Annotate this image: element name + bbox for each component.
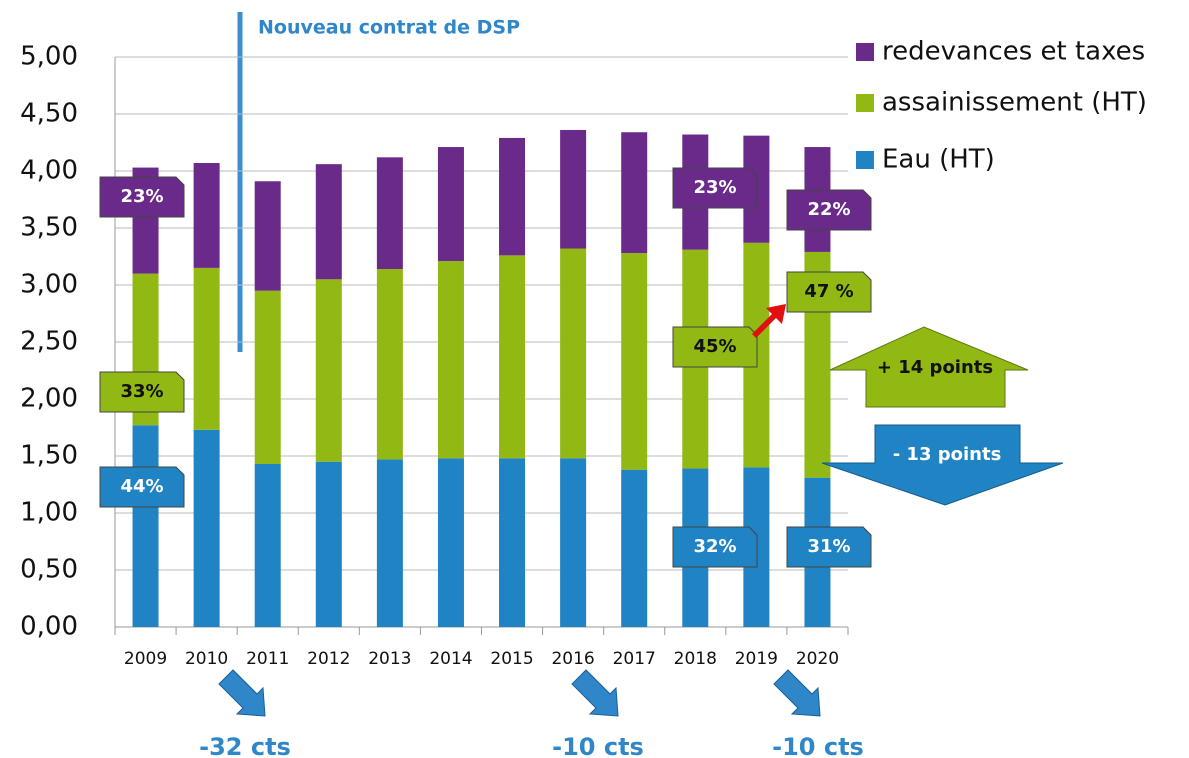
callout-box (99, 466, 185, 508)
callout-label: 45% (693, 336, 736, 357)
x-tick-label: 2013 (368, 649, 411, 669)
bar-segment (193, 163, 220, 268)
red-arrow (752, 304, 786, 338)
y-tick-label: 3,50 (20, 213, 78, 243)
callout-box (672, 167, 758, 209)
bar-segment (437, 458, 464, 627)
callout-label: 32% (693, 536, 736, 557)
callout-box (786, 526, 872, 568)
callout-label: 47 % (804, 281, 853, 302)
up-arrow (829, 326, 1029, 408)
bar-segment (254, 290, 281, 464)
change-label: -10 cts (552, 733, 644, 758)
callout-box (786, 189, 872, 231)
bar-segment (437, 261, 464, 459)
y-tick-label: 2,00 (20, 384, 78, 414)
bar-segment (193, 429, 220, 627)
bar-segment (499, 255, 526, 459)
y-tick-label: 0,50 (20, 555, 78, 585)
bar-segment (254, 463, 281, 627)
change-label: -32 cts (199, 733, 291, 758)
bar-segment (254, 181, 281, 291)
bar-segment (560, 129, 587, 249)
bar-segment (560, 458, 587, 627)
callout-box (786, 271, 872, 313)
callout-label: 22% (807, 199, 850, 220)
change-arrow (571, 669, 619, 717)
y-tick-label: 4,50 (20, 99, 78, 129)
note: Nouveau contrat de DSP (258, 17, 520, 39)
y-tick-label: 2,50 (20, 327, 78, 357)
bar-segment (621, 253, 648, 470)
legend-label: assainissement (HT) (882, 88, 1147, 118)
change-arrow (773, 669, 821, 717)
bar-segment (376, 157, 403, 270)
bar-segment (315, 461, 342, 627)
x-tick-label: 2019 (735, 649, 778, 669)
legend-swatch (856, 151, 874, 169)
callout-label: 23% (120, 186, 163, 207)
callout-box (672, 326, 758, 368)
change-label: -10 cts (772, 733, 864, 758)
bar-segment (315, 164, 342, 280)
x-tick-label: 2009 (124, 649, 167, 669)
bar-segment (193, 267, 220, 430)
y-tick-label: 0,00 (20, 612, 78, 642)
x-tick-label: 2018 (674, 649, 717, 669)
down-arrow (821, 424, 1064, 506)
x-tick-label: 2012 (307, 649, 350, 669)
bar-segment (499, 137, 526, 256)
callout-label: 31% (807, 536, 850, 557)
bar-segment (376, 269, 403, 460)
x-tick-label: 2020 (796, 649, 839, 669)
x-tick-label: 2016 (551, 649, 594, 669)
bar-segment (621, 469, 648, 627)
callout-label: 33% (120, 381, 163, 402)
y-tick-label: 3,00 (20, 270, 78, 300)
arrow-label: - 13 points (893, 444, 1002, 465)
callout-box (672, 526, 758, 568)
legend-label: Eau (HT) (882, 145, 995, 175)
callout-label: 44% (120, 476, 163, 497)
y-tick-label: 1,00 (20, 498, 78, 528)
legend-label: redevances et taxes (882, 37, 1145, 67)
callout-box (99, 371, 185, 413)
bar-segment (376, 459, 403, 627)
legend-swatch (856, 94, 874, 112)
x-tick-label: 2015 (490, 649, 533, 669)
bar-segment (132, 425, 159, 627)
change-arrow (218, 669, 266, 717)
y-tick-label: 1,50 (20, 441, 78, 471)
bar-segment (437, 147, 464, 262)
x-tick-label: 2010 (185, 649, 228, 669)
callout-label: 23% (693, 177, 736, 198)
bar-segment (621, 132, 648, 254)
x-tick-label: 2017 (613, 649, 656, 669)
arrow-label: + 14 points (877, 357, 993, 378)
x-tick-label: 2014 (429, 649, 472, 669)
x-tick-label: 2011 (246, 649, 289, 669)
y-tick-label: 4,00 (20, 156, 78, 186)
legend-swatch (856, 43, 874, 61)
bar-segment (560, 248, 587, 459)
bar-segment (315, 279, 342, 462)
y-tick-label: 5,00 (20, 42, 78, 72)
bar-segment (499, 458, 526, 627)
callout-box (99, 176, 185, 218)
